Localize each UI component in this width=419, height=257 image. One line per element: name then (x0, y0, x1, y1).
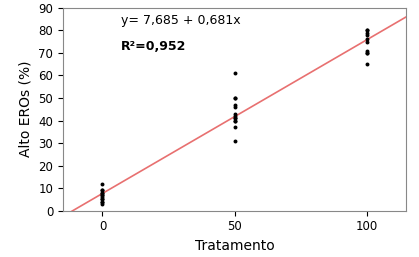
Point (99, 193, 106, 197)
Point (363, 28, 370, 32)
Point (231, 125, 238, 129)
Point (231, 105, 238, 109)
Point (231, 96, 238, 100)
Point (99, 197, 106, 201)
Text: R²=0,952: R²=0,952 (121, 40, 186, 53)
Point (99, 200, 106, 204)
Point (99, 197, 106, 201)
Point (99, 191, 106, 195)
X-axis label: Tratamento: Tratamento (195, 239, 274, 253)
Point (363, 31, 370, 35)
Point (231, 96, 238, 100)
Point (363, 62, 370, 66)
Point (363, 37, 370, 41)
Point (231, 139, 238, 143)
Point (363, 51, 370, 55)
Point (231, 114, 238, 118)
Point (99, 195, 106, 199)
Point (99, 200, 106, 204)
Point (231, 118, 238, 123)
Point (363, 49, 370, 53)
Point (99, 202, 106, 206)
Point (231, 116, 238, 120)
Point (99, 188, 106, 192)
Y-axis label: Alto EROs (%): Alto EROs (%) (19, 61, 33, 158)
Point (99, 188, 106, 192)
Point (231, 112, 238, 116)
Point (363, 40, 370, 44)
Point (363, 51, 370, 55)
Text: y= 7,685 + 0,681x: y= 7,685 + 0,681x (121, 14, 241, 27)
Point (363, 28, 370, 32)
Point (99, 193, 106, 197)
Point (231, 116, 238, 120)
Point (99, 191, 106, 195)
Point (363, 33, 370, 37)
Point (231, 103, 238, 107)
Point (231, 71, 238, 75)
Point (99, 182, 106, 186)
Point (231, 118, 238, 123)
